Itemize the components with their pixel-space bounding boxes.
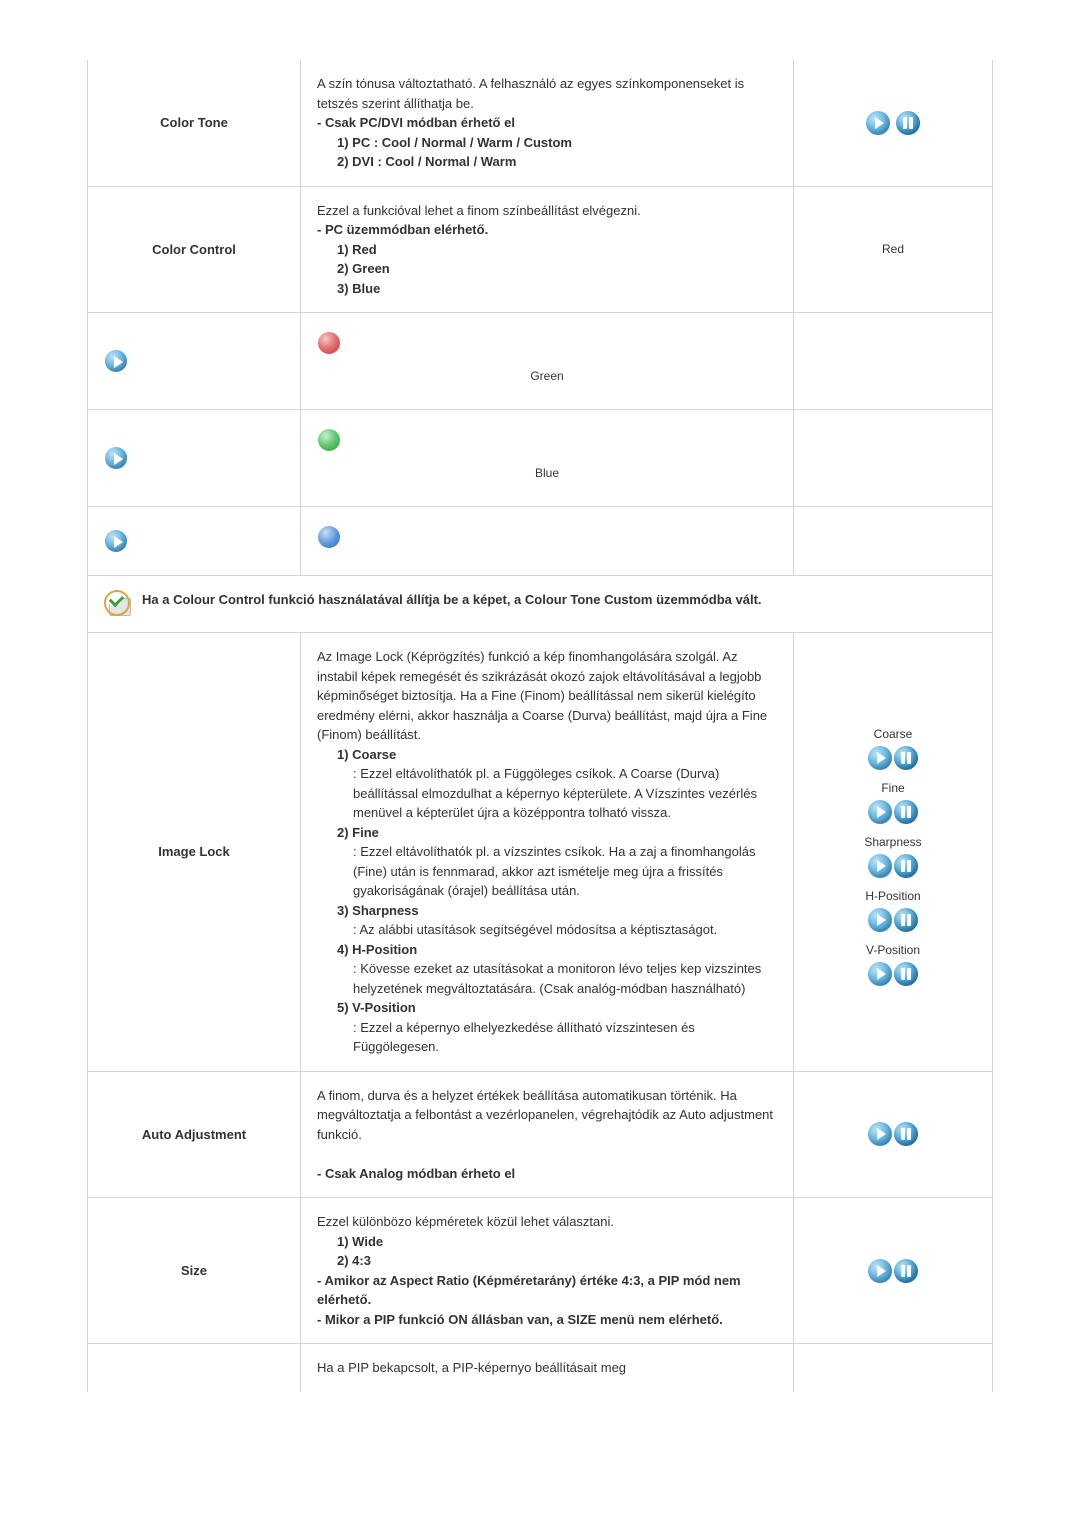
- il-label-vpos: V-Position: [810, 941, 976, 959]
- il-label-hpos: H-Position: [810, 887, 976, 905]
- right-color-control: Red: [794, 186, 993, 313]
- pause-icon[interactable]: [894, 746, 918, 770]
- desc-trailing: Ha a PIP bekapcsolt, a PIP-képernyo beál…: [301, 1344, 794, 1392]
- row-slider-blue: [88, 507, 993, 576]
- color-control-note: - PC üzemmódban elérhető.: [317, 222, 488, 237]
- red-label: Red: [882, 242, 904, 256]
- color-control-intro: Ezzel a funkcióval lehet a finom színbeá…: [317, 203, 641, 218]
- play-icon[interactable]: [868, 854, 892, 878]
- color-control-opt3: 3) Blue: [317, 279, 777, 299]
- play-icon[interactable]: [868, 746, 892, 770]
- slider-handle-red-icon[interactable]: [318, 332, 340, 354]
- note-check-icon: [104, 590, 132, 618]
- pause-icon[interactable]: [894, 854, 918, 878]
- label-color-tone: Color Tone: [88, 60, 301, 186]
- play-icon[interactable]: [868, 800, 892, 824]
- icons-trailing: [794, 1344, 993, 1392]
- color-control-opt1: 1) Red: [317, 240, 777, 260]
- slider-right-green: [794, 410, 993, 507]
- desc-image-lock: Az Image Lock (Képrögzítés) funkció a ké…: [301, 633, 794, 1072]
- size-opt1: 1) Wide: [317, 1232, 777, 1252]
- note-cell: Ha a Colour Control funkció használatáva…: [88, 576, 993, 633]
- label-color-control: Color Control: [88, 186, 301, 313]
- icons-auto-adjustment: [794, 1071, 993, 1198]
- color-tone-opt2: 2) DVI : Cool / Normal / Warm: [317, 152, 777, 172]
- auto-adj-intro: A finom, durva és a helyzet értékek beál…: [317, 1088, 773, 1142]
- play-icon[interactable]: [868, 962, 892, 986]
- settings-table: Color Tone A szín tónusa változtatható. …: [87, 60, 993, 1392]
- play-icon[interactable]: [868, 908, 892, 932]
- image-lock-h4: 4) H-Position: [317, 940, 777, 960]
- label-trailing: [88, 1344, 301, 1392]
- image-lock-d2: : Ezzel eltávolíthatók pl. a vízszintes …: [317, 842, 777, 901]
- slider-knob-left-icon[interactable]: [105, 447, 127, 469]
- slider-knob-left-icon[interactable]: [105, 350, 127, 372]
- row-slider-green: Blue: [88, 410, 993, 507]
- label-auto-adjustment: Auto Adjustment: [88, 1071, 301, 1198]
- icons-image-lock: Coarse Fine Sharpness H-Position V-Posit…: [794, 633, 993, 1072]
- slider-left-red: [88, 313, 301, 410]
- il-label-sharpness: Sharpness: [810, 833, 976, 851]
- row-size: Size Ezzel különbözo képméretek közül le…: [88, 1198, 993, 1344]
- desc-size: Ezzel különbözo képméretek közül lehet v…: [301, 1198, 794, 1344]
- pause-icon[interactable]: [894, 1122, 918, 1146]
- image-lock-h3: 3) Sharpness: [317, 901, 777, 921]
- pause-icon[interactable]: [894, 800, 918, 824]
- slider-mid-green: Blue: [301, 410, 794, 507]
- slider-left-green: [88, 410, 301, 507]
- play-icon[interactable]: [868, 1122, 892, 1146]
- slider-right-blue: [794, 507, 993, 576]
- icons-size: [794, 1198, 993, 1344]
- size-bold2: - Mikor a PIP funkció ON állásban van, a…: [317, 1312, 723, 1327]
- label-image-lock: Image Lock: [88, 633, 301, 1072]
- label-size: Size: [88, 1198, 301, 1344]
- image-lock-d1: : Ezzel eltávolíthatók pl. a Függöleges …: [317, 764, 777, 823]
- color-tone-intro: A szín tónusa változtatható. A felhaszná…: [317, 76, 744, 111]
- play-icon[interactable]: [868, 1259, 892, 1283]
- row-trailing: Ha a PIP bekapcsolt, a PIP-képernyo beál…: [88, 1344, 993, 1392]
- color-tone-opt1: 1) PC : Cool / Normal / Warm / Custom: [317, 133, 777, 153]
- row-color-tone: Color Tone A szín tónusa változtatható. …: [88, 60, 993, 186]
- row-slider-red: Green: [88, 313, 993, 410]
- image-lock-d4: : Kövesse ezeket az utasításokat a monit…: [317, 959, 777, 998]
- slider-caption-green: Green: [317, 367, 777, 385]
- note-text: Ha a Colour Control funkció használatáva…: [142, 590, 976, 610]
- trailing-text: Ha a PIP bekapcsolt, a PIP-képernyo beál…: [317, 1360, 626, 1375]
- slider-right-red: [794, 313, 993, 410]
- image-lock-h5: 5) V-Position: [317, 998, 777, 1018]
- color-tone-note: - Csak PC/DVI módban érhető el: [317, 115, 515, 130]
- auto-adj-bold: - Csak Analog módban érheto el: [317, 1166, 515, 1181]
- slider-caption-blue: Blue: [317, 464, 777, 482]
- desc-color-tone: A szín tónusa változtatható. A felhaszná…: [301, 60, 794, 186]
- slider-mid-red: Green: [301, 313, 794, 410]
- size-bold1: - Amikor az Aspect Ratio (Képméretarány)…: [317, 1273, 741, 1308]
- pause-icon[interactable]: [894, 1259, 918, 1283]
- slider-handle-blue-icon[interactable]: [318, 526, 340, 548]
- row-image-lock: Image Lock Az Image Lock (Képrögzítés) f…: [88, 633, 993, 1072]
- row-note: Ha a Colour Control funkció használatáva…: [88, 576, 993, 633]
- image-lock-d3: : Az alábbi utasítások segítségével módo…: [317, 920, 777, 940]
- il-label-coarse: Coarse: [810, 725, 976, 743]
- slider-mid-blue: [301, 507, 794, 576]
- slider-knob-left-icon[interactable]: [105, 530, 127, 552]
- pause-icon[interactable]: [894, 962, 918, 986]
- color-control-opt2: 2) Green: [317, 259, 777, 279]
- pause-icon[interactable]: [894, 908, 918, 932]
- desc-color-control: Ezzel a funkcióval lehet a finom színbeá…: [301, 186, 794, 313]
- pause-icon[interactable]: [896, 111, 920, 135]
- il-label-fine: Fine: [810, 779, 976, 797]
- image-lock-intro: Az Image Lock (Képrögzítés) funkció a ké…: [317, 649, 767, 742]
- size-intro: Ezzel különbözo képméretek közül lehet v…: [317, 1214, 614, 1229]
- play-icon[interactable]: [866, 111, 890, 135]
- slider-left-blue: [88, 507, 301, 576]
- icons-color-tone: [794, 60, 993, 186]
- size-opt2: 2) 4:3: [317, 1251, 777, 1271]
- row-color-control: Color Control Ezzel a funkcióval lehet a…: [88, 186, 993, 313]
- image-lock-h2: 2) Fine: [317, 823, 777, 843]
- image-lock-d5: : Ezzel a képernyo elhelyezkedése állíth…: [317, 1018, 777, 1057]
- desc-auto-adjustment: A finom, durva és a helyzet értékek beál…: [301, 1071, 794, 1198]
- slider-handle-green-icon[interactable]: [318, 429, 340, 451]
- image-lock-h1: 1) Coarse: [317, 745, 777, 765]
- row-auto-adjustment: Auto Adjustment A finom, durva és a hely…: [88, 1071, 993, 1198]
